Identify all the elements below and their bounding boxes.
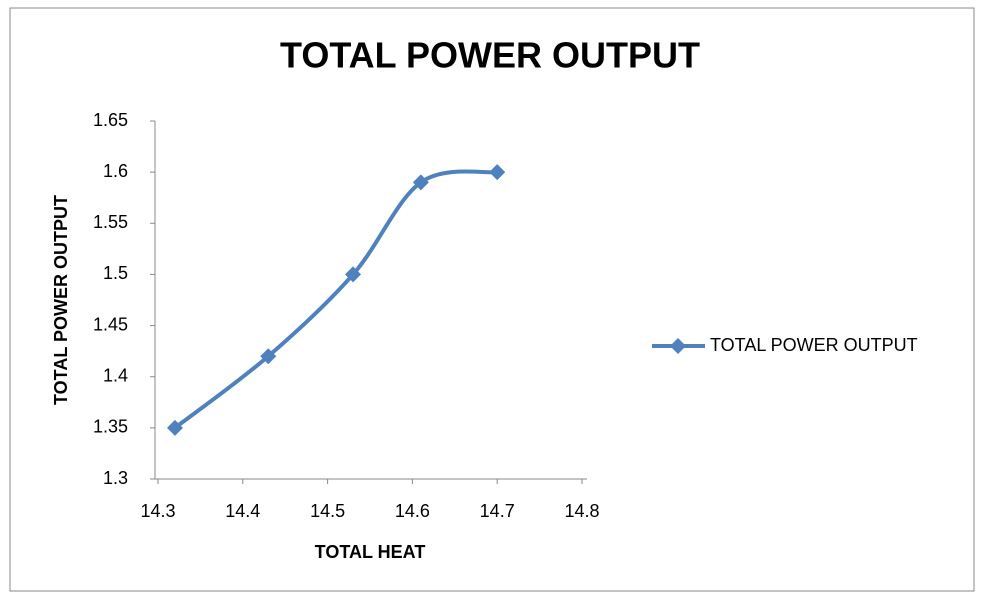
y-tick-label: 1.3 — [103, 468, 128, 488]
y-tick-label: 1.5 — [103, 263, 128, 283]
x-tick-label: 14.8 — [564, 501, 599, 521]
y-tick-label: 1.4 — [103, 365, 128, 385]
y-tick-label: 1.55 — [93, 212, 128, 232]
legend-label: TOTAL POWER OUTPUT — [710, 335, 918, 355]
y-tick-label: 1.45 — [93, 314, 128, 334]
y-tick-label: 1.6 — [103, 161, 128, 181]
chart-frame — [9, 7, 975, 592]
x-tick-label: 14.6 — [395, 501, 430, 521]
legend-marker — [670, 338, 686, 354]
data-point — [345, 266, 362, 283]
y-tick-label: 1.35 — [93, 417, 128, 437]
x-tick-label: 14.7 — [480, 501, 515, 521]
chart-title: TOTAL POWER OUTPUT — [280, 35, 700, 76]
y-axis-title: TOTAL POWER OUTPUT — [51, 195, 71, 405]
x-axis-title: TOTAL HEAT — [315, 542, 426, 562]
y-tick-label: 1.65 — [93, 110, 128, 130]
data-point — [489, 164, 506, 181]
data-point — [412, 174, 429, 191]
data-point — [166, 419, 183, 436]
x-tick-label: 14.3 — [140, 501, 175, 521]
data-point — [260, 348, 277, 365]
x-tick-label: 14.4 — [225, 501, 260, 521]
x-tick-label: 14.5 — [310, 501, 345, 521]
